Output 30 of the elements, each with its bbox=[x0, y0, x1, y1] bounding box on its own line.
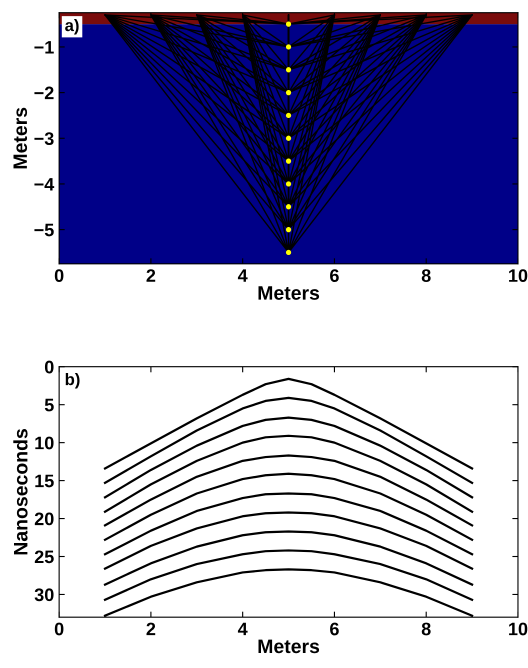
y-tick-label: 10 bbox=[35, 436, 54, 450]
x-tick-label: 4 bbox=[238, 622, 248, 636]
x-tick-label: 10 bbox=[509, 269, 528, 282]
y-tick-label: −4 bbox=[34, 178, 54, 190]
x-tick-label: 2 bbox=[146, 622, 156, 636]
x-tick-label: 8 bbox=[422, 269, 431, 282]
annotation: a) bbox=[65, 18, 79, 35]
x-axis-title: Meters bbox=[258, 640, 320, 654]
y-tick-label: −2 bbox=[34, 86, 54, 100]
x-axis-title: Meters bbox=[258, 286, 320, 300]
y-tick-label: 5 bbox=[44, 398, 54, 412]
y-tick-label: −5 bbox=[34, 224, 54, 236]
y-tick-label: 15 bbox=[35, 474, 54, 488]
x-tick-label: 0 bbox=[54, 269, 64, 282]
x-tick-label: 8 bbox=[422, 622, 431, 636]
y-axis-title: Nanoseconds bbox=[13, 429, 28, 554]
y-axis-title: Meters bbox=[14, 108, 28, 168]
annotation: b) bbox=[66, 372, 80, 389]
x-tick-label: 10 bbox=[509, 622, 528, 636]
x-tick-label: 6 bbox=[330, 269, 339, 282]
y-tick-label: −3 bbox=[34, 132, 54, 146]
x-tick-label: 4 bbox=[238, 269, 248, 282]
x-tick-label: 6 bbox=[330, 622, 339, 636]
y-tick-label: 0 bbox=[44, 360, 54, 374]
x-tick-label: 0 bbox=[54, 622, 64, 636]
y-tick-label: −1 bbox=[34, 41, 54, 54]
y-tick-label: 30 bbox=[34, 588, 54, 602]
y-tick-label: 20 bbox=[34, 512, 54, 526]
y-tick-label: 25 bbox=[34, 550, 54, 564]
x-tick-label: 2 bbox=[146, 269, 156, 282]
